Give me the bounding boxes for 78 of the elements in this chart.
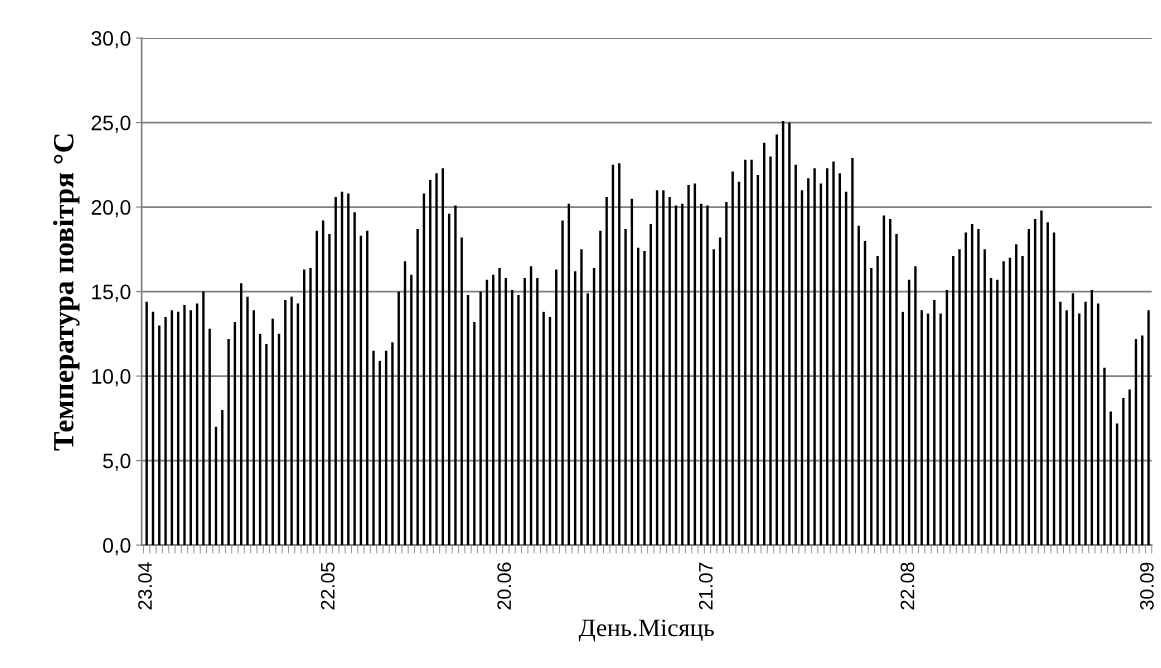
x-tick-label: 21.07 bbox=[698, 562, 713, 610]
bar bbox=[832, 161, 835, 546]
x-tick-label: 20.06 bbox=[497, 562, 512, 610]
y-tick-label: 10,0 bbox=[92, 369, 131, 387]
bar bbox=[479, 291, 482, 546]
bar bbox=[145, 301, 148, 546]
bar bbox=[290, 296, 293, 546]
bar bbox=[750, 159, 753, 546]
bar bbox=[895, 234, 898, 546]
bar bbox=[347, 193, 350, 546]
bar bbox=[876, 256, 879, 546]
bar bbox=[687, 185, 690, 546]
bar bbox=[769, 156, 772, 546]
bar bbox=[605, 196, 608, 546]
bar bbox=[227, 338, 230, 546]
bar bbox=[265, 343, 268, 546]
x-tick-label: 30.09 bbox=[1140, 562, 1154, 610]
bar bbox=[1002, 261, 1005, 546]
bar bbox=[435, 173, 438, 546]
bar bbox=[939, 313, 942, 546]
bar bbox=[454, 205, 457, 546]
bar bbox=[643, 251, 646, 546]
bar bbox=[1103, 367, 1106, 546]
bar bbox=[183, 305, 186, 546]
bar bbox=[473, 322, 476, 546]
bar bbox=[536, 278, 539, 546]
bar bbox=[813, 168, 816, 546]
bar bbox=[416, 229, 419, 546]
bar bbox=[284, 300, 287, 546]
x-tick-label: 23.04 bbox=[138, 562, 152, 610]
bar bbox=[996, 279, 999, 546]
x-tick-label: 22.05 bbox=[320, 562, 335, 610]
bar bbox=[580, 249, 583, 546]
bar bbox=[410, 274, 413, 546]
bar bbox=[1021, 256, 1024, 546]
bar bbox=[725, 202, 728, 546]
bar bbox=[706, 205, 709, 546]
bar bbox=[1059, 301, 1062, 546]
bar bbox=[164, 316, 167, 546]
bar bbox=[870, 267, 873, 546]
bar bbox=[353, 212, 356, 546]
bar bbox=[202, 291, 205, 546]
bar bbox=[498, 267, 501, 546]
y-tick-label: 25,0 bbox=[91, 115, 131, 133]
bar bbox=[788, 122, 791, 546]
bar bbox=[731, 171, 734, 546]
bar bbox=[668, 196, 671, 546]
y-axis-title: Температура повітря °C bbox=[53, 134, 80, 451]
bar bbox=[933, 300, 936, 546]
bar bbox=[958, 249, 961, 546]
bar bbox=[391, 342, 394, 546]
bar bbox=[372, 350, 375, 546]
x-axis-title: День.Місяць bbox=[578, 619, 714, 642]
bar bbox=[1122, 398, 1125, 546]
x-tick-label: 22.08 bbox=[900, 562, 915, 610]
bar bbox=[914, 266, 917, 546]
bar bbox=[309, 267, 312, 546]
bar bbox=[208, 328, 211, 546]
bar bbox=[561, 220, 564, 546]
bar bbox=[1128, 389, 1131, 546]
y-tick-label: 15,0 bbox=[92, 284, 131, 302]
bar bbox=[517, 294, 520, 546]
bar bbox=[1084, 301, 1087, 546]
bar bbox=[1065, 310, 1068, 546]
bar bbox=[1040, 210, 1043, 546]
y-tick-label: 20,0 bbox=[91, 200, 131, 218]
bar bbox=[851, 158, 854, 546]
bar bbox=[977, 229, 980, 546]
bar bbox=[328, 234, 331, 546]
bar bbox=[1147, 310, 1150, 546]
bar bbox=[542, 311, 545, 546]
bar bbox=[599, 230, 602, 546]
bar bbox=[662, 190, 665, 546]
y-tick-label: 5,0 bbox=[103, 453, 131, 471]
y-tick-label: 30,0 bbox=[91, 31, 131, 49]
y-tick-label: 0,0 bbox=[103, 538, 131, 556]
bar bbox=[246, 296, 249, 546]
bar bbox=[624, 229, 627, 546]
